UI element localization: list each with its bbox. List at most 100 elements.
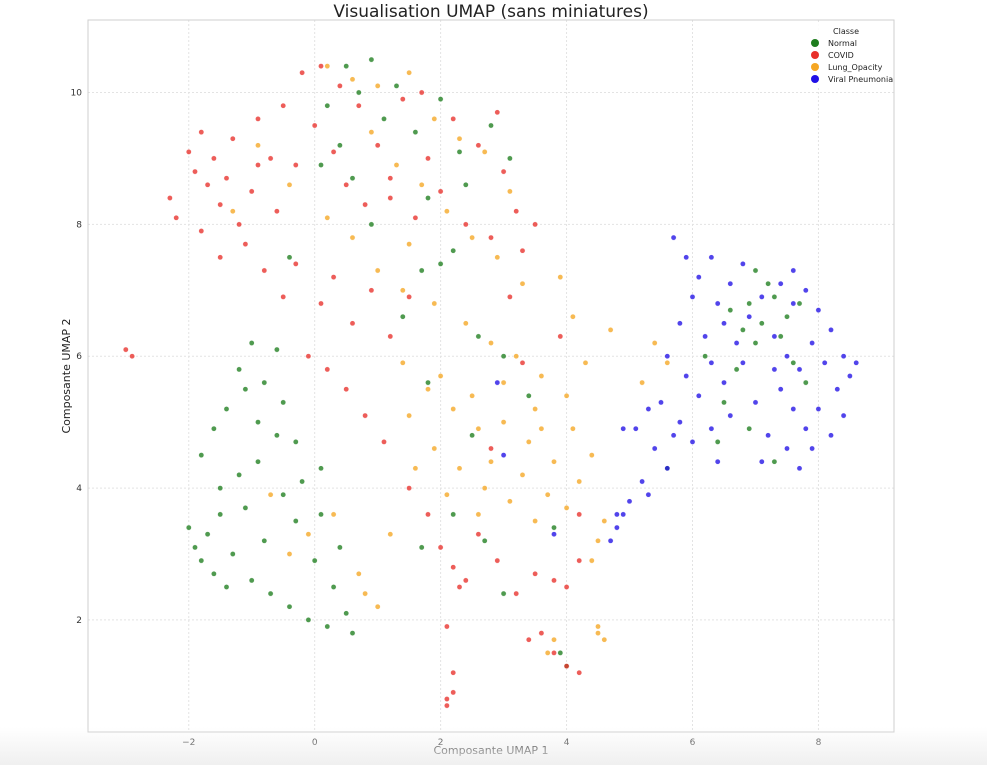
data-point xyxy=(803,425,809,432)
data-point xyxy=(387,195,394,201)
data-point xyxy=(601,636,608,643)
data-point xyxy=(696,274,702,280)
data-point xyxy=(242,386,249,393)
data-point xyxy=(500,452,507,458)
data-point xyxy=(406,69,412,76)
data-point xyxy=(507,294,513,300)
data-point xyxy=(633,425,639,432)
data-point xyxy=(494,109,501,116)
data-point xyxy=(714,300,721,307)
data-point xyxy=(645,406,652,412)
data-point xyxy=(790,267,797,274)
data-point xyxy=(349,234,356,241)
data-point xyxy=(771,366,778,373)
legend-marker xyxy=(811,75,819,83)
data-point xyxy=(167,195,173,201)
data-point xyxy=(614,511,620,518)
data-point xyxy=(261,379,268,386)
data-point xyxy=(444,208,450,214)
data-point xyxy=(255,162,261,168)
data-point xyxy=(255,142,261,149)
data-point xyxy=(784,353,790,360)
data-point xyxy=(532,571,538,577)
data-point xyxy=(311,557,318,564)
data-point xyxy=(513,208,520,214)
data-point xyxy=(406,241,412,247)
data-point xyxy=(626,498,633,505)
data-point xyxy=(576,557,583,564)
data-point xyxy=(324,366,331,373)
data-point xyxy=(198,129,205,135)
data-point xyxy=(280,294,287,300)
data-point xyxy=(677,419,683,425)
data-point xyxy=(450,689,457,696)
data-point xyxy=(746,313,753,320)
data-point xyxy=(771,333,778,340)
series-viral-pneumonia xyxy=(494,234,860,544)
data-point xyxy=(280,399,287,406)
data-point xyxy=(368,56,375,63)
data-point xyxy=(796,366,803,373)
data-point xyxy=(462,181,469,188)
data-point xyxy=(204,181,211,188)
data-point xyxy=(343,386,350,393)
legend-marker xyxy=(811,51,819,59)
data-point xyxy=(576,669,583,676)
data-point xyxy=(450,247,457,254)
data-point xyxy=(337,142,343,149)
data-point xyxy=(267,590,274,597)
data-point xyxy=(803,379,809,386)
data-point xyxy=(759,320,765,327)
data-point xyxy=(412,129,419,135)
data-point xyxy=(526,636,532,643)
data-point xyxy=(670,432,677,439)
data-point xyxy=(355,102,362,109)
data-point xyxy=(437,373,444,379)
data-point xyxy=(777,280,784,287)
data-point xyxy=(777,333,784,340)
data-point xyxy=(664,465,671,472)
data-point xyxy=(437,544,444,551)
data-point xyxy=(727,280,734,287)
y-tick-label: 4 xyxy=(76,484,82,494)
data-point xyxy=(374,603,381,610)
data-point xyxy=(651,340,658,346)
data-point xyxy=(318,300,324,307)
data-point xyxy=(418,181,425,188)
data-point xyxy=(507,155,513,162)
data-point xyxy=(211,571,217,577)
data-point xyxy=(330,274,337,280)
data-point xyxy=(425,155,431,162)
data-point xyxy=(607,538,614,544)
data-point xyxy=(267,155,274,162)
data-point xyxy=(500,168,507,175)
data-point xyxy=(292,162,299,168)
data-point xyxy=(488,122,494,129)
data-point xyxy=(563,663,570,669)
data-point xyxy=(462,577,469,584)
data-point xyxy=(286,254,293,261)
data-point xyxy=(343,63,350,69)
data-point xyxy=(689,294,696,300)
data-point xyxy=(229,135,236,142)
data-point xyxy=(255,458,261,465)
data-point xyxy=(217,485,223,491)
data-point xyxy=(727,307,734,313)
data-point xyxy=(192,544,198,551)
data-point xyxy=(355,89,362,96)
data-point xyxy=(513,590,520,597)
data-point xyxy=(274,208,280,214)
x-tick-label: −2 xyxy=(182,738,195,748)
data-point xyxy=(274,432,280,439)
data-point xyxy=(374,267,381,274)
data-point xyxy=(299,478,305,485)
data-point xyxy=(349,76,356,83)
data-point xyxy=(582,359,589,366)
data-point xyxy=(620,511,627,518)
data-point xyxy=(847,373,853,379)
data-point xyxy=(387,333,394,340)
data-point xyxy=(286,181,293,188)
data-point xyxy=(639,478,645,485)
data-point xyxy=(683,373,690,379)
data-point xyxy=(677,320,683,327)
